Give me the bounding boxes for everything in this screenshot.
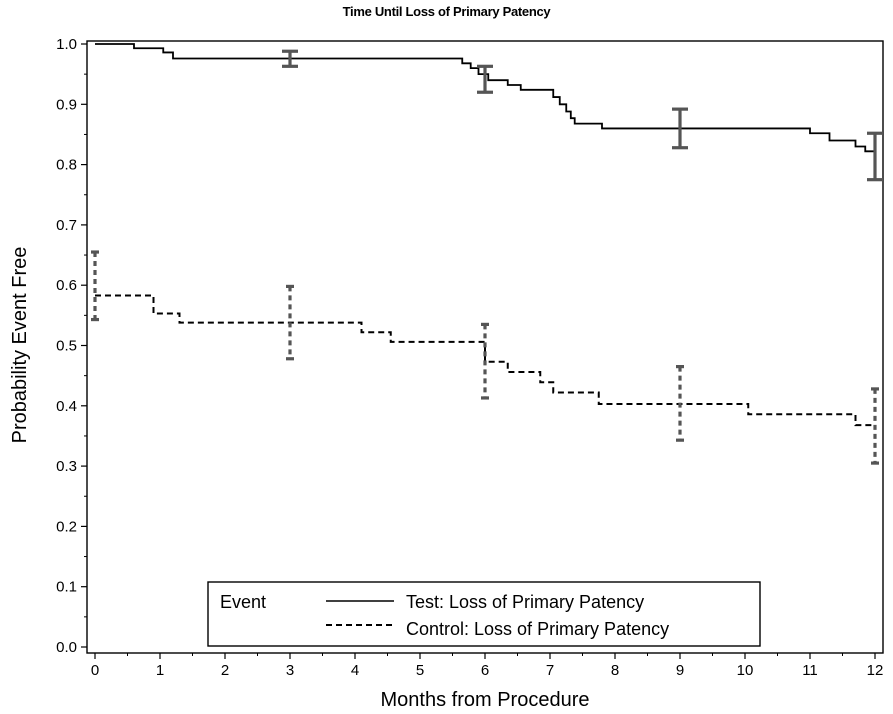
x-tick-label: 0 bbox=[91, 662, 99, 679]
x-axis-title: Months from Procedure bbox=[381, 689, 590, 711]
y-tick-label: 0.3 bbox=[56, 458, 77, 475]
series-layer bbox=[95, 43, 876, 427]
x-tick-label: 6 bbox=[481, 662, 489, 679]
x-tick-label: 5 bbox=[416, 662, 424, 679]
x-tick-label: 8 bbox=[611, 662, 619, 679]
x-tick-label: 1 bbox=[156, 662, 164, 679]
y-tick-label: 0.0 bbox=[56, 639, 77, 656]
y-tick-label: 0.7 bbox=[56, 217, 77, 234]
x-axis: 0 1 2 3 4 5 6 7 8 9 10 11 12 bbox=[91, 653, 884, 679]
y-tick-label: 0.1 bbox=[56, 579, 77, 596]
legend-title: Event bbox=[220, 592, 266, 612]
x-tick-label: 2 bbox=[221, 662, 229, 679]
legend: Event Test: Loss of Primary Patency Cont… bbox=[207, 581, 761, 647]
y-axis-title: Probability Event Free bbox=[9, 247, 31, 444]
x-tick-label: 10 bbox=[737, 662, 754, 679]
x-tick-label: 11 bbox=[802, 662, 818, 679]
y-tick-label: 1.0 bbox=[56, 36, 77, 53]
y-tick-label: 0.6 bbox=[56, 277, 77, 294]
x-tick-label: 3 bbox=[286, 662, 294, 679]
y-tick-label: 0.5 bbox=[56, 338, 77, 355]
x-tick-label: 12 bbox=[867, 662, 884, 679]
legend-label-test: Test: Loss of Primary Patency bbox=[406, 592, 644, 612]
y-tick-label: 0.8 bbox=[56, 157, 77, 174]
error-bar-layer bbox=[91, 49, 883, 465]
y-tick-label: 0.4 bbox=[56, 398, 77, 415]
x-tick-label: 4 bbox=[351, 662, 359, 679]
chart-title: Time Until Loss of Primary Patency bbox=[342, 4, 551, 19]
legend-box bbox=[207, 581, 761, 647]
legend-label-control: Control: Loss of Primary Patency bbox=[406, 619, 669, 639]
y-axis: 0.0 0.1 0.2 0.3 0.4 0.5 0.6 0.7 0.8 0.9 1.0 bbox=[56, 36, 87, 656]
x-tick-label: 7 bbox=[546, 662, 554, 679]
y-tick-label: 0.2 bbox=[56, 518, 77, 535]
series-control-line bbox=[95, 294, 875, 427]
x-tick-label: 9 bbox=[676, 662, 684, 679]
y-tick-label: 0.9 bbox=[56, 96, 77, 113]
series-test-line bbox=[95, 43, 876, 177]
